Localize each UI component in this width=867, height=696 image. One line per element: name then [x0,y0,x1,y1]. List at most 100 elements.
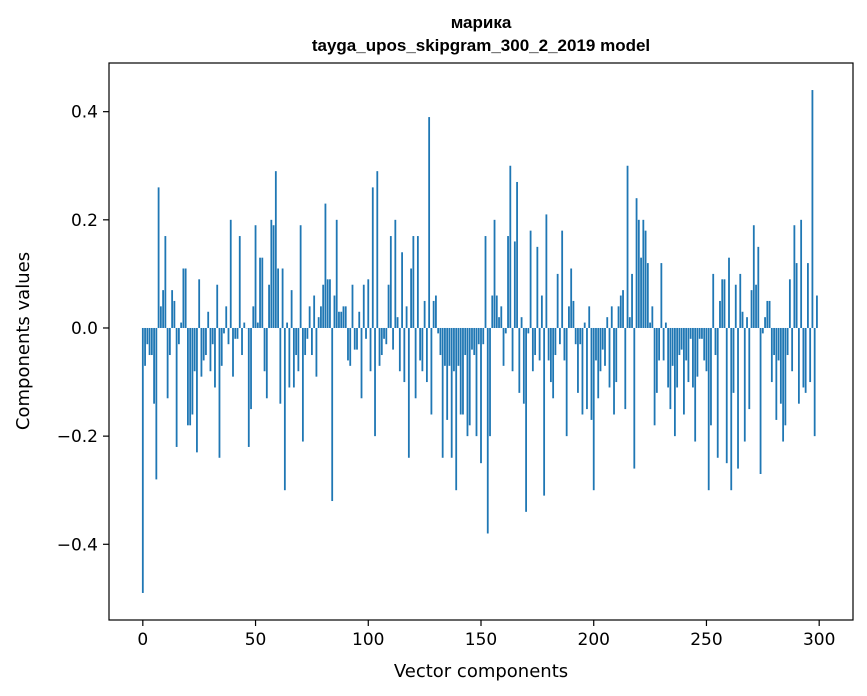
bar [322,284,325,328]
bar [232,327,234,377]
bar [554,327,557,356]
bar [270,219,273,328]
bar [525,327,527,512]
bar [444,327,446,366]
bar [642,219,645,328]
bar [407,327,410,458]
bar [707,327,710,491]
bar [168,327,171,356]
bar [741,311,744,328]
bar [500,306,503,328]
bar [450,327,453,458]
bar [423,300,426,328]
bar [761,327,764,334]
bar [356,327,358,350]
x-tick-label: 150 [465,630,497,650]
bar [714,327,717,356]
bar [563,327,566,361]
bar [673,327,676,437]
bar [405,306,408,328]
bar [626,165,629,328]
bar [495,295,498,328]
bar [401,252,403,328]
bar [595,327,597,361]
bar [619,295,622,328]
bar [482,327,485,345]
bar [644,230,647,328]
bar [430,327,433,415]
bar [540,295,543,328]
bar [455,327,458,491]
bar [667,327,670,388]
bar [624,327,627,410]
bar [324,203,327,328]
y-tick-label: 0.2 [71,211,98,231]
bar [283,327,286,491]
bar [177,327,180,345]
bar [692,327,694,388]
bar [635,198,638,328]
bar [193,327,196,372]
bar [786,327,789,356]
bar [351,284,354,328]
bar [504,327,507,334]
bar [223,327,225,334]
bar [687,327,690,383]
bar [743,327,746,442]
bar [150,327,153,356]
bar [795,263,798,328]
bar [689,327,692,339]
x-tick-label: 200 [578,630,610,650]
chart-subtitle: tayga_upos_skipgram_300_2_2019 model [312,36,650,55]
bar [791,327,794,372]
bar [398,327,401,372]
bar [788,279,791,328]
bar [813,327,816,437]
bar [464,327,467,356]
y-axis-ticks: −0.4 −0.2 0.0 0.2 0.4 [57,103,109,555]
bar [153,327,155,404]
bar [507,236,509,328]
y-tick-label: −0.4 [57,535,98,555]
bar [383,327,385,339]
bar [574,327,577,345]
bar [522,327,525,404]
bar [216,284,219,328]
bar [719,300,721,328]
bar [759,327,762,474]
bar [613,327,615,415]
bar [653,327,656,426]
bar [766,300,769,328]
bar [737,327,739,469]
bar [703,327,706,361]
bar [250,327,252,410]
bar [669,327,672,410]
bar [802,327,805,388]
bar [353,327,356,350]
bar [157,187,160,328]
bar [247,327,250,447]
bar [493,219,496,328]
bar [252,306,255,328]
bar [676,327,679,388]
bar [437,327,440,334]
bar [646,263,649,328]
bar [633,327,636,469]
bar [435,295,437,328]
bar [662,327,665,361]
bar [304,327,307,356]
bar [480,327,482,464]
bar [162,290,165,328]
bar [592,327,595,491]
bar [547,327,550,361]
bar [367,279,370,328]
x-tick-label: 100 [352,630,384,650]
bar [448,327,451,366]
bar [166,327,169,399]
bar [164,236,167,328]
bar [466,327,469,437]
bar [335,219,338,328]
bar [590,327,593,420]
bar [412,236,415,328]
bar [439,327,442,356]
